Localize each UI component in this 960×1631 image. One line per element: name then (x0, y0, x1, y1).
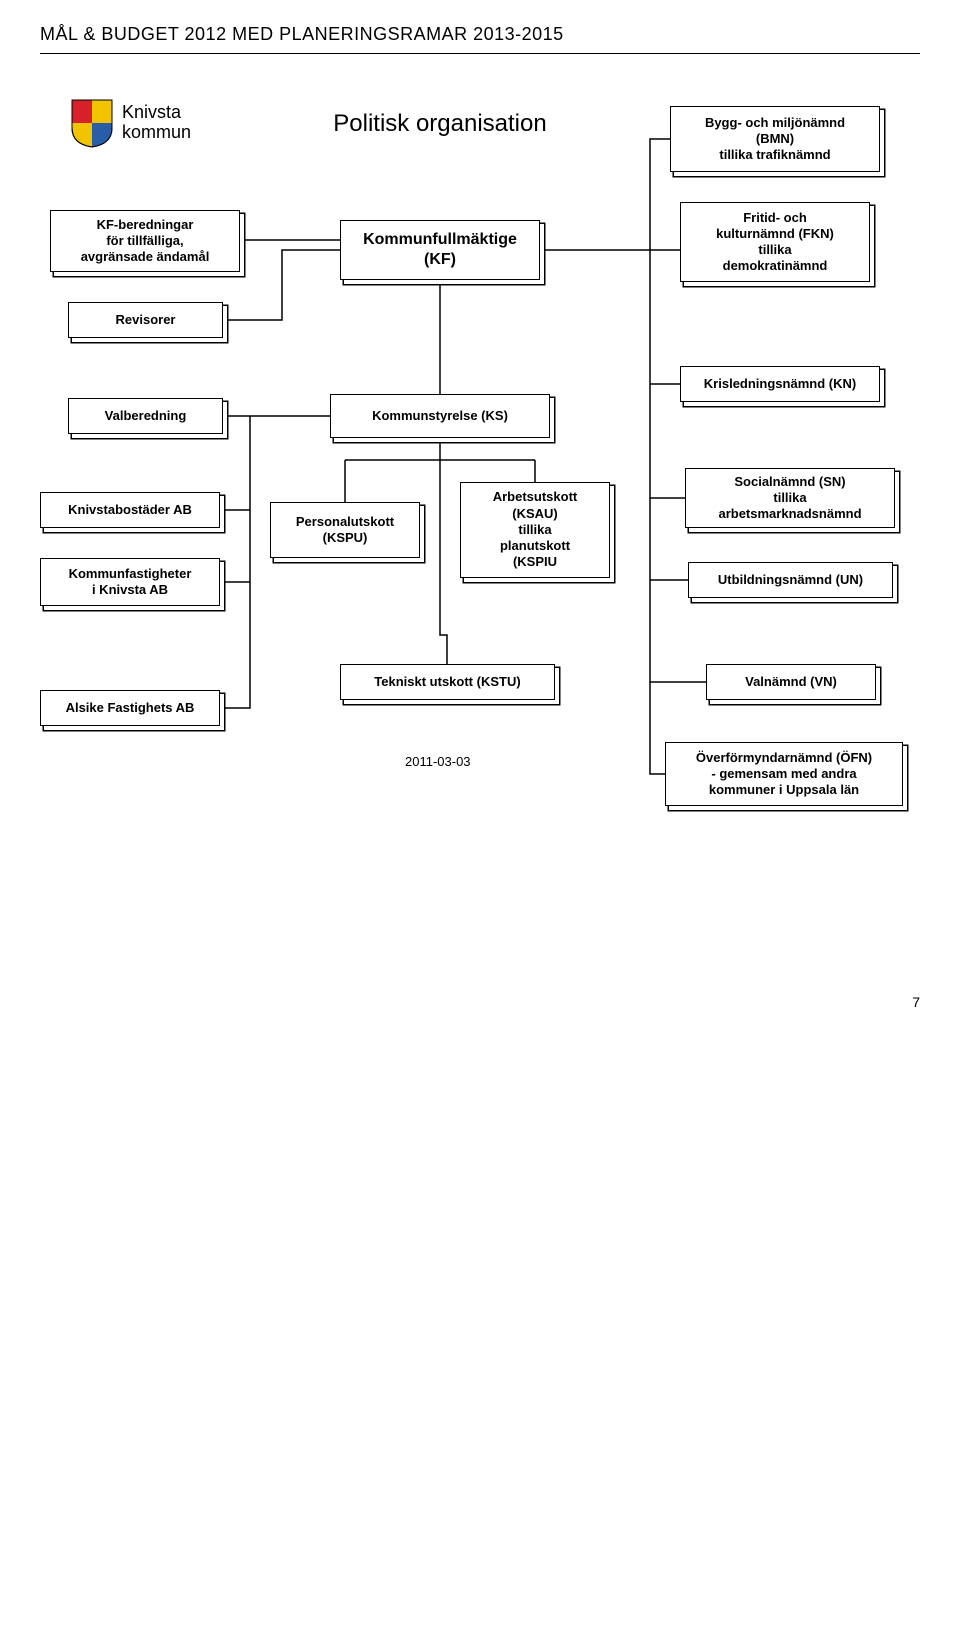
node-kn: Krisledningsnämnd (KN) (680, 366, 880, 402)
node-sn: Socialnämnd (SN)tillikaarbetsmarknadsnäm… (685, 468, 895, 528)
node-un: Utbildningsnämnd (UN) (688, 562, 893, 598)
node-ofn: Överförmyndarnämnd (ÖFN)- gemensam med a… (665, 742, 903, 806)
node-rev: Revisorer (68, 302, 223, 338)
logo: Knivsta kommun (70, 98, 191, 148)
node-kspu: Personalutskott(KSPU) (270, 502, 420, 558)
org-chart: Knivsta kommun Politisk organisation Byg… (40, 90, 920, 990)
node-knivab: Knivstabostäder AB (40, 492, 220, 528)
title-underline (40, 53, 920, 54)
node-fkn: Fritid- ochkulturnämnd (FKN)tillikademok… (680, 202, 870, 282)
doc-title: MÅL & BUDGET 2012 MED PLANERINGSRAMAR 20… (40, 24, 920, 45)
chart-title: Politisk organisation (295, 110, 585, 158)
node-bmn: Bygg- och miljönämnd(BMN)tillika trafikn… (670, 106, 880, 172)
node-kstu: Tekniskt utskott (KSTU) (340, 664, 555, 700)
logo-text: Knivsta kommun (122, 103, 191, 143)
page-number: 7 (912, 994, 920, 1010)
node-alsike: Alsike Fastighets AB (40, 690, 220, 726)
chart-date: 2011-03-03 (405, 754, 471, 769)
node-kfber: KF-beredningarför tillfälliga,avgränsade… (50, 210, 240, 272)
node-ks: Kommunstyrelse (KS) (330, 394, 550, 438)
node-ksau: Arbetsutskott(KSAU)tillikaplanutskott(KS… (460, 482, 610, 578)
shield-icon (70, 98, 114, 148)
node-vn: Valnämnd (VN) (706, 664, 876, 700)
node-kfast: Kommunfastigheteri Knivsta AB (40, 558, 220, 606)
node-valb: Valberedning (68, 398, 223, 434)
node-kf: Kommunfullmäktige(KF) (340, 220, 540, 280)
